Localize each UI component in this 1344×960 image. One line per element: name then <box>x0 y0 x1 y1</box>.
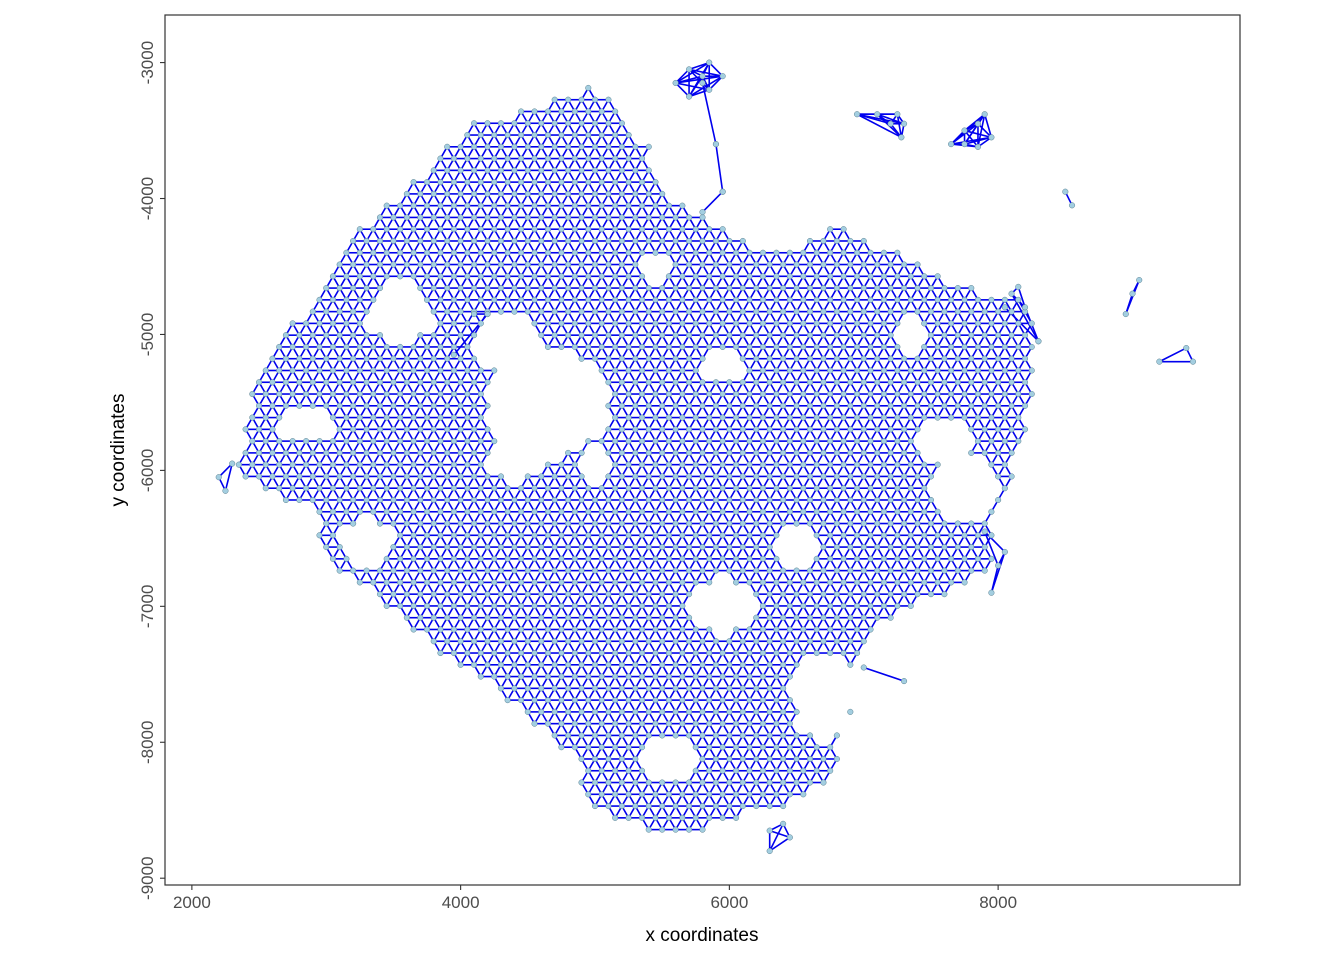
chart: 2000 4000 6000 8000-3000-4000-5000-6000-700… <box>108 14 1241 946</box>
